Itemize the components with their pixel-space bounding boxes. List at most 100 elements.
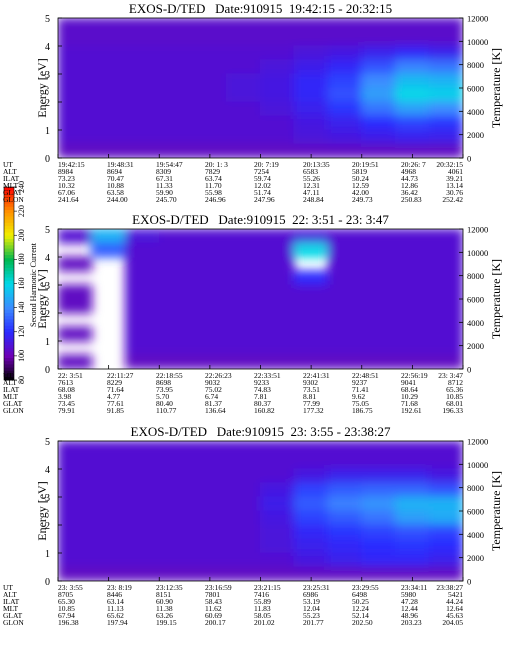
heatmap-cell xyxy=(327,115,363,131)
table-cell: 44.24 xyxy=(446,597,463,606)
heatmap-cell xyxy=(91,73,126,89)
heatmap-cell xyxy=(226,256,261,272)
colorbar-slice xyxy=(4,241,14,246)
colorbar-slice xyxy=(4,322,14,326)
colorbar-slice xyxy=(4,296,14,301)
heatmap-cell xyxy=(361,524,396,540)
heatmap-cell xyxy=(125,454,160,470)
heatmap-cell xyxy=(226,87,261,103)
table-cell: 10.85 xyxy=(446,392,463,401)
y2-tick-label: 12000 xyxy=(467,14,488,24)
y-tick-label: 1 xyxy=(45,549,50,560)
table-cell: 55.98 xyxy=(205,188,222,197)
heatmap-cell xyxy=(58,524,93,540)
heatmap-cell xyxy=(395,454,430,470)
heatmap-cell xyxy=(158,454,194,470)
heatmap-cell xyxy=(395,73,430,89)
colorbar-slice xyxy=(4,277,14,281)
y2-tick-label: 12000 xyxy=(467,225,488,235)
heatmap-cell xyxy=(260,45,295,61)
heatmap-cell xyxy=(395,256,430,272)
table-cell: 6498 xyxy=(352,590,367,599)
colorbar-slice xyxy=(4,251,14,256)
colorbar-slice xyxy=(4,222,14,227)
y2-tick-label: 4000 xyxy=(467,318,484,328)
table-cell: 110.77 xyxy=(156,406,177,415)
y2-tick-label: 8000 xyxy=(467,60,484,70)
heatmap-cell xyxy=(428,18,463,33)
panel-title: EXOS-D/TED Date:910915 19:42:15 - 20:32:… xyxy=(129,1,392,16)
table-cell: 8151 xyxy=(156,590,171,599)
heatmap-cell xyxy=(226,18,261,33)
table-cell: 196.33 xyxy=(442,406,463,415)
colorbar-slice xyxy=(4,370,14,375)
heatmap-cell xyxy=(58,59,93,75)
table-cell: 23:38:27 xyxy=(436,583,463,592)
table-cell: 39.21 xyxy=(446,174,463,183)
heatmap-cell xyxy=(293,45,329,61)
heatmap-cell xyxy=(361,101,396,117)
table-cell: 7801 xyxy=(205,590,220,599)
table-cell: 8309 xyxy=(156,167,171,176)
heatmap-cell xyxy=(192,441,228,456)
colorbar-slice xyxy=(4,225,14,230)
heatmap-cell xyxy=(327,454,363,470)
colorbar-slice xyxy=(4,325,14,330)
heatmap-cell xyxy=(260,270,295,286)
heatmap-cell xyxy=(395,115,430,131)
table-cell: 22:33:51 xyxy=(254,371,281,380)
heatmap-cell xyxy=(293,538,329,554)
table-cell: 63.58 xyxy=(107,188,124,197)
heatmap-cell xyxy=(125,73,160,89)
table-cell: 7416 xyxy=(254,590,269,599)
heatmap-cell xyxy=(395,468,430,484)
heatmap-cell xyxy=(361,143,396,158)
table-row-label: ILAT xyxy=(3,174,20,183)
y-tick-label: 3 xyxy=(45,70,50,81)
heatmap-cell xyxy=(327,73,363,89)
table-cell: 11.83 xyxy=(254,604,271,613)
colorbar-slice xyxy=(4,196,14,201)
heatmap-cell xyxy=(428,468,463,484)
table-cell: 19:42:15 xyxy=(58,160,85,169)
heatmap-cell xyxy=(226,59,261,75)
heatmap-cell xyxy=(192,229,228,244)
heatmap-cell xyxy=(158,441,194,456)
table-cell: 22:48:51 xyxy=(352,371,379,380)
table-row-label: ILAT xyxy=(3,597,20,606)
heatmap-cell xyxy=(125,566,160,581)
heatmap-cell xyxy=(158,552,194,568)
y2-tick-label: 8000 xyxy=(467,271,484,281)
heatmap-cell xyxy=(395,354,430,369)
heatmap-cell xyxy=(260,496,295,512)
y2-tick-label: 6000 xyxy=(467,295,484,305)
colorbar-slice xyxy=(4,283,14,288)
table-cell: 22:26:23 xyxy=(205,371,232,380)
y-axis-label: Energy [eV] xyxy=(35,58,49,117)
heatmap-cell xyxy=(327,326,363,342)
heatmap-cell xyxy=(192,59,228,75)
heatmap-cell xyxy=(58,143,93,158)
heatmap-cell xyxy=(91,18,126,33)
y-tick-label: 2 xyxy=(45,309,50,320)
colorbar-slice xyxy=(4,212,14,217)
table-cell: 22: 3:51 xyxy=(58,371,83,380)
heatmap-cell xyxy=(428,129,463,145)
heatmap-cell xyxy=(125,326,160,342)
heatmap-cell xyxy=(327,510,363,526)
heatmap-cell xyxy=(428,73,463,89)
table-cell: 8694 xyxy=(107,167,122,176)
heatmap-cell xyxy=(158,510,194,526)
table-cell: 63.14 xyxy=(107,597,124,606)
heatmap-cell xyxy=(361,340,396,356)
heatmap-cell xyxy=(428,441,463,456)
table-cell: 250.83 xyxy=(401,195,422,204)
colorbar-tick-label: 140 xyxy=(17,302,26,314)
heatmap-cell xyxy=(58,552,93,568)
heatmap-cell xyxy=(158,468,194,484)
colorbar-label: Second Harmonic Current xyxy=(29,242,38,327)
colorbar-slice xyxy=(4,264,14,268)
colorbar-slice xyxy=(4,280,14,284)
heatmap-cell xyxy=(293,510,329,526)
heatmap-cell xyxy=(428,510,463,526)
